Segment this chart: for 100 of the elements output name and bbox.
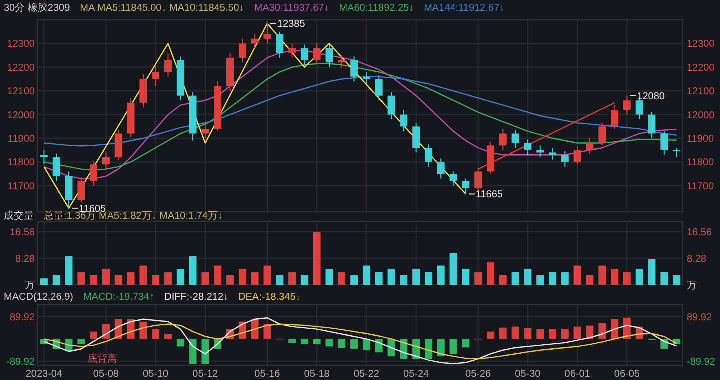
- bar: [623, 272, 631, 285]
- bar: [114, 275, 122, 285]
- y2-tick-label: 12000: [687, 110, 716, 122]
- chart-title: MACD(12,26,9): [4, 292, 74, 303]
- bar: [512, 326, 520, 340]
- y2-tick-label: 12200: [687, 62, 716, 74]
- y-tick-label: 12100: [7, 86, 36, 98]
- candlestick: [437, 158, 445, 180]
- x-tick-label: 06-05: [614, 369, 640, 380]
- bar: [487, 332, 494, 340]
- text: DEA:-18.345↓: [238, 292, 301, 303]
- x-tick-label: 05-10: [143, 369, 170, 380]
- candlestick: [152, 64, 160, 87]
- series-label: DIFF:-28.212↓: [164, 292, 229, 303]
- bar: [487, 262, 494, 285]
- bar: [598, 266, 606, 285]
- bar: [536, 275, 544, 285]
- candlestick: [375, 75, 383, 102]
- x-tick-label: 05-12: [192, 369, 219, 380]
- bar: [78, 272, 86, 285]
- bar: [78, 339, 86, 344]
- bar: [300, 339, 308, 344]
- bar: [251, 272, 259, 285]
- bar: [164, 334, 172, 340]
- bar: [362, 266, 370, 285]
- candlestick: [425, 144, 432, 168]
- candlestick: [586, 138, 594, 154]
- bar: [524, 328, 532, 340]
- x-tick-label: 05-24: [404, 369, 430, 380]
- y-tick-label: 12200: [7, 62, 36, 74]
- candlestick: [611, 104, 618, 130]
- candlestick: [251, 34, 259, 49]
- bar: [313, 339, 321, 344]
- bar: [127, 272, 135, 285]
- y2-tick-label: 11800: [687, 158, 715, 169]
- candlestick: [313, 43, 321, 64]
- text: MACD:-19.734↑: [83, 292, 155, 303]
- candlestick: [276, 31, 284, 58]
- bar: [214, 266, 222, 285]
- y2-tick-label: 8.28: [687, 254, 707, 266]
- candlestick: [574, 146, 582, 166]
- y-tick-label: -89.92: [6, 357, 36, 368]
- bar: [549, 329, 556, 340]
- candlestick: [90, 160, 98, 186]
- bar: [226, 275, 234, 285]
- bar: [189, 339, 197, 364]
- annotation: 底背离: [88, 353, 118, 365]
- candlestick: [524, 139, 532, 156]
- bar: [300, 275, 308, 285]
- bar: [586, 275, 594, 285]
- y2-tick-label: 16.56: [687, 228, 712, 239]
- bar: [574, 266, 582, 285]
- candlestick: [40, 150, 48, 166]
- candlestick: [114, 130, 122, 160]
- bar: [561, 329, 569, 340]
- candlestick: [598, 122, 606, 146]
- x-tick-label: 2023-04: [26, 369, 63, 380]
- annotation: 12385: [277, 19, 306, 30]
- bar: [90, 275, 98, 285]
- candlestick: [350, 56, 358, 82]
- bar: [636, 269, 644, 285]
- x-tick-label: 06-01: [564, 369, 591, 380]
- candlestick: [326, 44, 334, 68]
- bar: [536, 329, 544, 340]
- bar: [412, 269, 420, 285]
- bar: [561, 272, 569, 285]
- bar: [524, 269, 532, 285]
- y-tick-label: 12000: [7, 110, 36, 122]
- annotation: 12080: [637, 91, 666, 102]
- candlestick: [238, 38, 246, 64]
- text: MA30:11937.67↓: [254, 3, 330, 14]
- bar: [202, 272, 210, 285]
- bar: [350, 275, 358, 285]
- x-tick-label: 05-26: [466, 369, 492, 380]
- x-tick-label: 05-22: [354, 369, 380, 380]
- candlestick: [561, 151, 569, 168]
- bar: [152, 329, 160, 340]
- x-tick-label: 05-18: [304, 369, 330, 380]
- bar: [189, 256, 197, 285]
- y-tick-label: 89.92: [10, 312, 36, 324]
- bar: [288, 272, 296, 285]
- candlestick: [78, 177, 86, 204]
- bar: [437, 266, 445, 285]
- bar: [450, 339, 458, 354]
- y-tick-label: 万: [25, 280, 35, 292]
- bar: [140, 322, 148, 340]
- bar: [462, 269, 470, 285]
- candlestick: [288, 43, 296, 58]
- x-tick-label: 05-16: [254, 369, 281, 380]
- x-tick-label: 05-30: [515, 369, 542, 380]
- candlestick: [450, 171, 458, 186]
- bar: [90, 332, 98, 340]
- text: MA144:11912.67↓: [424, 3, 505, 14]
- bar: [264, 266, 272, 285]
- bar: [673, 275, 681, 285]
- bar: [102, 269, 110, 285]
- candlestick: [164, 52, 172, 78]
- candlestick: [52, 153, 60, 182]
- bar: [549, 272, 556, 285]
- bar: [276, 275, 284, 285]
